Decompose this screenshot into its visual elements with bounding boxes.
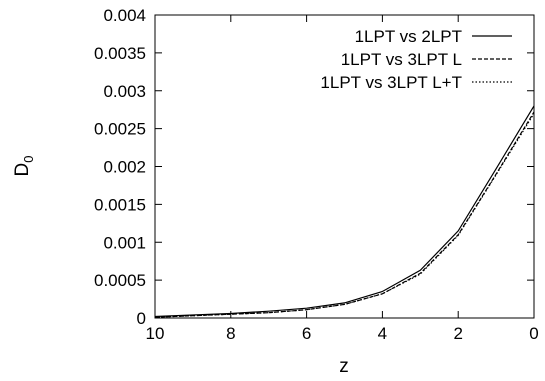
x-axis-label: z	[339, 356, 349, 377]
x-tick-label: 10	[146, 324, 165, 343]
x-tick-label: 4	[378, 324, 387, 343]
series-lines	[154, 105, 535, 318]
y-tick-label: 0	[137, 309, 146, 328]
y-tick-label: 0.0025	[94, 120, 146, 139]
series-line-3	[154, 113, 535, 318]
svg-text:D0: D0	[12, 156, 36, 177]
legend-label: 1LPT vs 3LPT L+T	[320, 73, 462, 92]
x-tick-label: 2	[453, 324, 462, 343]
y-axis-label: D0	[12, 156, 36, 177]
x-tick-label: 6	[302, 324, 311, 343]
x-axis-ticks: 10 8 6 4 2 0	[146, 15, 539, 343]
y-tick-label: 0.002	[103, 158, 146, 177]
y-axis-label-subscript: 0	[21, 156, 36, 163]
y-tick-label: 0.001	[103, 233, 146, 252]
series-line-1	[154, 105, 535, 318]
legend-label: 1LPT vs 2LPT	[355, 27, 462, 46]
legend-label: 1LPT vs 3LPT L	[341, 50, 462, 69]
legend: 1LPT vs 2LPT 1LPT vs 3LPT L 1LPT vs 3LPT L…	[320, 27, 512, 92]
y-tick-label: 0.0015	[94, 195, 146, 214]
y-tick-label: 0.003	[103, 82, 146, 101]
y-axis-label-main: D	[12, 163, 33, 177]
y-tick-label: 0.004	[103, 6, 146, 25]
x-tick-label: 8	[226, 324, 235, 343]
y-tick-label: 0.0005	[94, 271, 146, 290]
y-tick-label: 0.0035	[94, 44, 146, 63]
series-line-2	[154, 111, 535, 318]
y-axis-ticks: 0 0.0005 0.001 0.0015 0.002 0.0025 0.003 0.0035…	[94, 6, 534, 328]
x-tick-label: 0	[529, 324, 538, 343]
